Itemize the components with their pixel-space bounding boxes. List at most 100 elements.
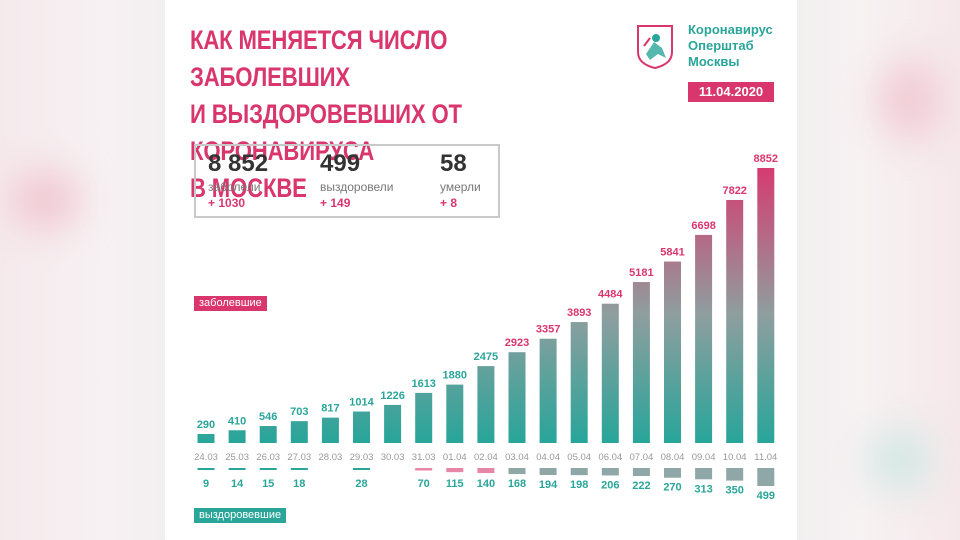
sick-bar xyxy=(477,366,495,443)
date-tick-label: 09.04 xyxy=(692,452,716,463)
sick-value-label: 1880 xyxy=(443,370,467,382)
date-tick-label: 06.04 xyxy=(598,452,622,463)
title-line: КАК МЕНЯЕТСЯ ЧИСЛО ЗАБОЛЕВШИХ xyxy=(190,25,448,92)
sick-bar xyxy=(601,303,619,443)
recovered-bar xyxy=(477,468,495,474)
stat-label: заболели xyxy=(208,180,261,194)
recovered-value-label: 168 xyxy=(508,478,526,490)
recovered-bar xyxy=(726,468,744,481)
sick-bar xyxy=(197,433,215,443)
stat-sick: 8 852 заболели + 1030 xyxy=(208,150,268,210)
sick-value-label: 3357 xyxy=(536,324,560,336)
date-tick-label: 11.04 xyxy=(754,452,777,463)
sick-bar xyxy=(539,338,557,443)
recovered-value-label: 222 xyxy=(632,480,650,492)
sick-value-label: 6698 xyxy=(691,220,715,232)
recovered-bar xyxy=(290,468,308,470)
sick-bar xyxy=(757,168,775,443)
date-tick-label: 28.03 xyxy=(319,452,343,463)
sick-bar xyxy=(384,404,402,443)
stats-box: 8 852 заболели + 1030 499 выздоровели + … xyxy=(194,144,500,218)
recovered-bar xyxy=(353,468,370,470)
date-tick-label: 30.03 xyxy=(381,452,405,463)
sick-bar xyxy=(446,384,464,443)
moscow-emblem-icon xyxy=(637,25,673,70)
recovered-value-label: 115 xyxy=(446,478,464,490)
sick-bar xyxy=(415,392,433,443)
date-tick-label: 04.04 xyxy=(536,452,560,463)
legend-sick: заболевшие xyxy=(194,296,267,311)
org-line: Оперштаб xyxy=(688,38,754,53)
stat-recovered: 499 выздоровели + 149 xyxy=(320,150,393,210)
date-tick-label: 10.04 xyxy=(723,452,747,463)
legend-recovered: выздоровевшие xyxy=(194,508,287,523)
sick-value-label: 2923 xyxy=(505,337,529,349)
recovered-bar xyxy=(446,468,464,473)
recovered-bar xyxy=(228,468,246,470)
stat-value: 58 xyxy=(440,150,467,177)
recovered-bar xyxy=(259,468,277,470)
title-line: И ВЫЗДОРОВЕВШИХ ОТ КОРОНАВИРУСА xyxy=(190,99,462,166)
sick-bar xyxy=(259,426,277,443)
sick-value-label: 3893 xyxy=(567,307,591,319)
sick-value-label: 817 xyxy=(321,403,339,415)
recovered-value-label: 28 xyxy=(355,478,367,490)
background-blob xyxy=(870,430,930,490)
recovered-bar xyxy=(570,468,588,476)
recovered-value-label: 9 xyxy=(203,478,209,490)
date-tick-label: 01.04 xyxy=(443,452,467,463)
sick-bar xyxy=(290,421,308,443)
date-tick-label: 02.04 xyxy=(474,452,498,463)
sick-value-label: 7822 xyxy=(722,185,746,197)
background-blob xyxy=(10,170,80,230)
recovered-value-label: 140 xyxy=(477,478,495,490)
date-badge: 11.04.2020 xyxy=(688,82,774,102)
recovered-value-label: 499 xyxy=(757,490,775,502)
date-tick-label: 27.03 xyxy=(287,452,311,463)
date-tick-label: 05.04 xyxy=(567,452,591,463)
sick-value-label: 5181 xyxy=(629,267,653,279)
sick-bar xyxy=(664,261,681,443)
recovered-bar xyxy=(757,468,775,486)
recovered-bar xyxy=(197,468,215,470)
sick-bar xyxy=(570,322,588,443)
date-tick-label: 29.03 xyxy=(350,452,374,463)
org-line: Москвы xyxy=(688,54,740,69)
recovered-bar xyxy=(695,468,713,480)
sick-value-label: 1014 xyxy=(349,396,374,408)
sick-value-label: 5841 xyxy=(660,247,684,259)
sick-bar xyxy=(321,417,339,443)
sick-value-label: 1226 xyxy=(380,390,404,402)
stat-value: 8 852 xyxy=(208,150,269,177)
recovered-value-label: 206 xyxy=(601,479,619,491)
sick-value-label: 290 xyxy=(197,419,215,431)
recovered-value-label: 270 xyxy=(663,482,681,494)
date-tick-label: 07.04 xyxy=(630,452,654,463)
stat-label: выздоровели xyxy=(320,180,394,194)
sick-value-label: 2475 xyxy=(474,351,498,363)
sick-value-label: 4484 xyxy=(598,289,623,301)
recovered-value-label: 14 xyxy=(231,478,244,490)
org-name: Коронавирус Оперштаб Москвы xyxy=(688,22,773,70)
stat-delta: + 8 xyxy=(440,196,458,210)
page-title: КАК МЕНЯЕТСЯ ЧИСЛО ЗАБОЛЕВШИХ И ВЫЗДОРОВ… xyxy=(190,22,543,207)
date-tick-label: 31.03 xyxy=(412,452,436,463)
sick-bar xyxy=(726,199,744,443)
org-line: Коронавирус xyxy=(688,22,773,37)
sick-bar xyxy=(228,430,246,443)
recovered-bar xyxy=(508,468,526,475)
stat-delta: + 1030 xyxy=(208,196,246,210)
recovered-bar xyxy=(664,468,681,478)
date-tick-label: 25.03 xyxy=(225,452,249,463)
sick-bar xyxy=(353,411,370,443)
background-left xyxy=(0,0,170,540)
stat-value: 499 xyxy=(320,150,361,177)
sick-bar xyxy=(508,352,526,443)
date-tick-label: 03.04 xyxy=(505,452,529,463)
sick-value-label: 410 xyxy=(228,415,246,427)
recovered-value-label: 18 xyxy=(293,478,305,490)
recovered-value-label: 313 xyxy=(694,483,712,495)
recovered-value-label: 70 xyxy=(418,478,430,490)
recovered-bar xyxy=(415,468,433,471)
